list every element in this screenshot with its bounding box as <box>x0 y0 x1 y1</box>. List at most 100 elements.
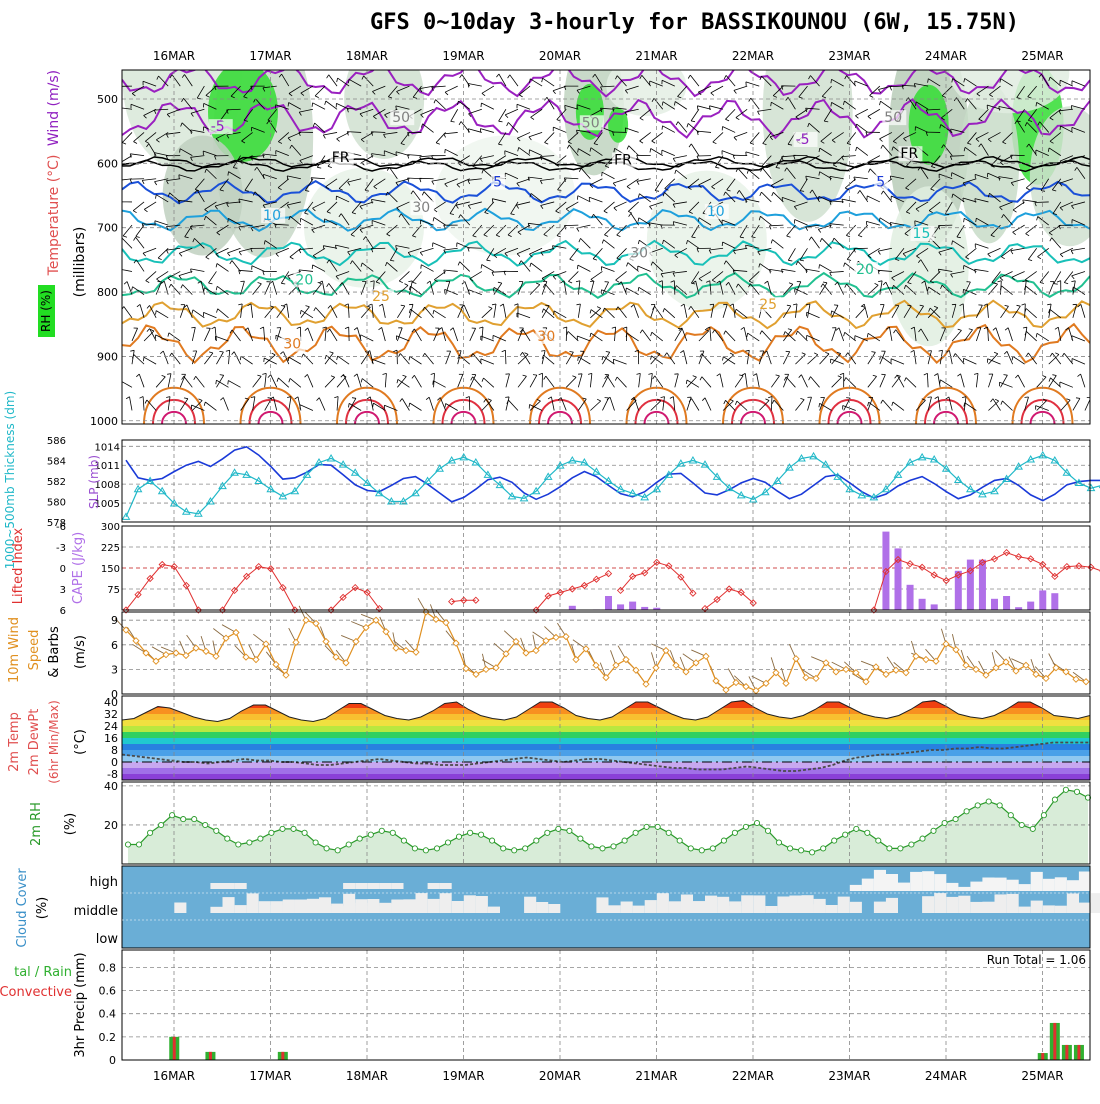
rh2m-marker <box>699 848 704 853</box>
wind10m-marker <box>953 647 959 653</box>
wind-barb <box>143 397 144 411</box>
cloud-high-cell <box>355 883 367 889</box>
cape-tick-label: 75 <box>107 585 120 596</box>
wind-barb-flag <box>262 373 266 374</box>
rh2m-marker <box>1008 813 1013 818</box>
cloud-mid-cell <box>826 905 838 913</box>
wind-barb-flag <box>228 218 229 222</box>
rh2m-marker <box>997 803 1002 808</box>
wind-barb <box>767 351 772 364</box>
wind-barb <box>139 374 144 387</box>
wind-barb <box>499 109 506 121</box>
cape-bar <box>991 599 998 610</box>
wind-barb-flag <box>776 375 780 376</box>
wind-barb <box>652 332 663 341</box>
wind-barb <box>1072 81 1085 86</box>
wind-barb <box>788 248 795 260</box>
wind-barb <box>697 131 711 132</box>
wind-barb <box>637 179 651 182</box>
precip-tick-label: 0.4 <box>99 1008 117 1021</box>
pressure-tick-label: 1000 <box>90 415 118 428</box>
wind-barb <box>434 310 446 318</box>
wind-barb <box>118 269 132 272</box>
wind-barb <box>602 398 608 411</box>
rh2m-marker <box>258 836 263 841</box>
rh2m-marker <box>324 846 329 851</box>
ylabel-cape: CAPE (J/kg) <box>71 532 86 604</box>
precip-tick-label: 0 <box>109 1054 116 1067</box>
wind-barb-flag <box>640 118 644 120</box>
wind-barb <box>184 376 193 387</box>
wind-barb-flag <box>881 191 883 194</box>
wind-barb-flag <box>590 310 591 314</box>
wind-barb <box>1052 353 1061 364</box>
wind-barb-flag <box>297 327 301 329</box>
wind-barb-flag <box>838 376 842 378</box>
wind-barb <box>639 373 641 387</box>
wind-barb-flag <box>715 167 719 168</box>
wind-barb-flag <box>998 281 1002 282</box>
wind10m-marker <box>563 634 569 640</box>
wind-barb-flag <box>457 351 461 352</box>
wind-barb <box>433 381 445 388</box>
rh2m-marker <box>644 824 649 829</box>
cloud-mid-cell <box>669 902 681 913</box>
wind-barb-flag <box>434 100 436 104</box>
rh-shading <box>163 136 243 256</box>
wind-barb <box>1072 359 1085 365</box>
wind-barb-flag <box>1040 282 1044 283</box>
wind-barb <box>423 124 434 133</box>
cloud-mid-cell <box>416 893 428 913</box>
wind-barb-flag <box>613 183 616 186</box>
pressure-tick-label: 500 <box>97 93 118 106</box>
wind-barb-flag <box>433 381 434 385</box>
wind-barb-flag <box>880 101 881 105</box>
wind-barb-flag <box>650 149 651 153</box>
wind-barb <box>787 225 796 236</box>
wind-barb <box>734 86 747 90</box>
cape-bar <box>629 602 636 610</box>
wind-barb <box>830 224 844 225</box>
wind-barb-flag <box>969 329 973 330</box>
wind-barb-flag <box>533 375 537 376</box>
wind-barb-flag <box>427 281 430 283</box>
wind-barb-flag <box>276 254 279 257</box>
rh2m-marker <box>765 828 770 833</box>
wind-barb-flag <box>444 270 445 274</box>
wind-barb-flag <box>1054 284 1058 285</box>
wind-barb <box>362 379 373 388</box>
wind-barb <box>975 269 989 271</box>
wind-barb <box>1028 248 1036 259</box>
rh2m-tick-label: 40 <box>104 780 118 793</box>
rh2m-marker <box>214 828 219 833</box>
cloud-mid-cell <box>379 903 391 913</box>
wind-barb-flag <box>482 93 485 96</box>
wind-barb-flag <box>637 373 641 374</box>
cloud-high-cell <box>1079 872 1091 892</box>
wind-barb-flag <box>856 147 857 151</box>
wind-barb <box>420 248 433 252</box>
wind-barb-flag <box>312 103 313 107</box>
contour-label: 30 <box>283 337 301 353</box>
cloud-mid-cell <box>174 903 186 914</box>
wind-barb-flag <box>268 375 271 378</box>
wind-barb-flag <box>673 222 674 226</box>
wind-barb <box>1026 331 1036 341</box>
wind-barb-flag <box>432 181 434 185</box>
wind-barb-flag <box>1060 254 1063 257</box>
wind-barb <box>735 376 743 388</box>
wind-barb <box>319 398 325 411</box>
cloud-mid-cell <box>886 898 898 913</box>
wind-barb <box>204 353 213 364</box>
wind-barb <box>626 288 638 295</box>
wind-barb <box>761 192 771 202</box>
wind-barb-flag <box>1000 278 1003 281</box>
wind-barb-flag <box>530 263 531 267</box>
wind-barb <box>868 109 880 116</box>
cloud-mid-cell <box>777 897 789 914</box>
cloud-mid-cell <box>295 906 307 913</box>
date-label-bottom: 18MAR <box>346 1069 388 1083</box>
wind-barb <box>413 271 422 282</box>
temp-color-band <box>122 720 1090 726</box>
